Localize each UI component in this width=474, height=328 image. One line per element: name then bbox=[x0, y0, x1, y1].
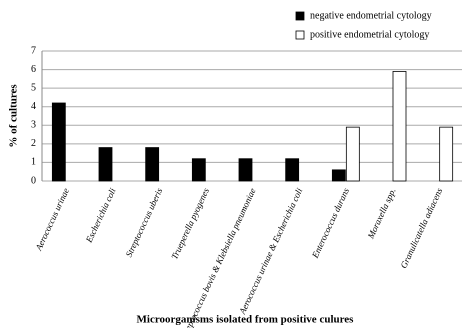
y-tick-label: 0 bbox=[31, 175, 36, 186]
bar bbox=[238, 158, 253, 182]
x-tick-label: Enterococcus durans bbox=[309, 186, 351, 260]
y-tick-label: 5 bbox=[31, 82, 36, 93]
x-tick-label: Escherichia coli bbox=[83, 186, 118, 245]
legend-swatch bbox=[295, 30, 305, 40]
bar bbox=[51, 102, 66, 182]
bar bbox=[392, 71, 407, 182]
legend-label: negative endometrial cytology bbox=[310, 10, 432, 21]
bar bbox=[439, 126, 454, 182]
bar bbox=[191, 158, 206, 182]
x-tick-label: Granulicatella adiacens bbox=[398, 186, 444, 270]
y-tick-label: 4 bbox=[31, 101, 36, 112]
y-tick-label: 3 bbox=[31, 120, 36, 131]
bar bbox=[98, 147, 113, 182]
bar bbox=[145, 147, 160, 182]
y-tick-label: 1 bbox=[31, 157, 36, 168]
bar bbox=[331, 169, 346, 182]
legend-label: positive endometrial cytology bbox=[310, 29, 429, 40]
x-tick-label: Trueperella pyogenes bbox=[169, 186, 211, 261]
bar bbox=[285, 158, 300, 182]
bar bbox=[345, 126, 360, 182]
x-tick-label: Moraxella spp. bbox=[365, 186, 398, 241]
x-tick-label: Aerococcus urinae bbox=[33, 186, 71, 252]
legend-swatch bbox=[295, 11, 305, 21]
y-tick-label: 6 bbox=[31, 64, 36, 75]
x-tick-label: Streptococcus uberis bbox=[124, 186, 165, 259]
y-axis-title: % of cultures bbox=[8, 84, 20, 148]
y-tick-label: 7 bbox=[31, 45, 36, 56]
x-axis-title: Microorganisms isolated from positive cu… bbox=[137, 314, 355, 326]
y-tick-label: 2 bbox=[31, 138, 36, 149]
